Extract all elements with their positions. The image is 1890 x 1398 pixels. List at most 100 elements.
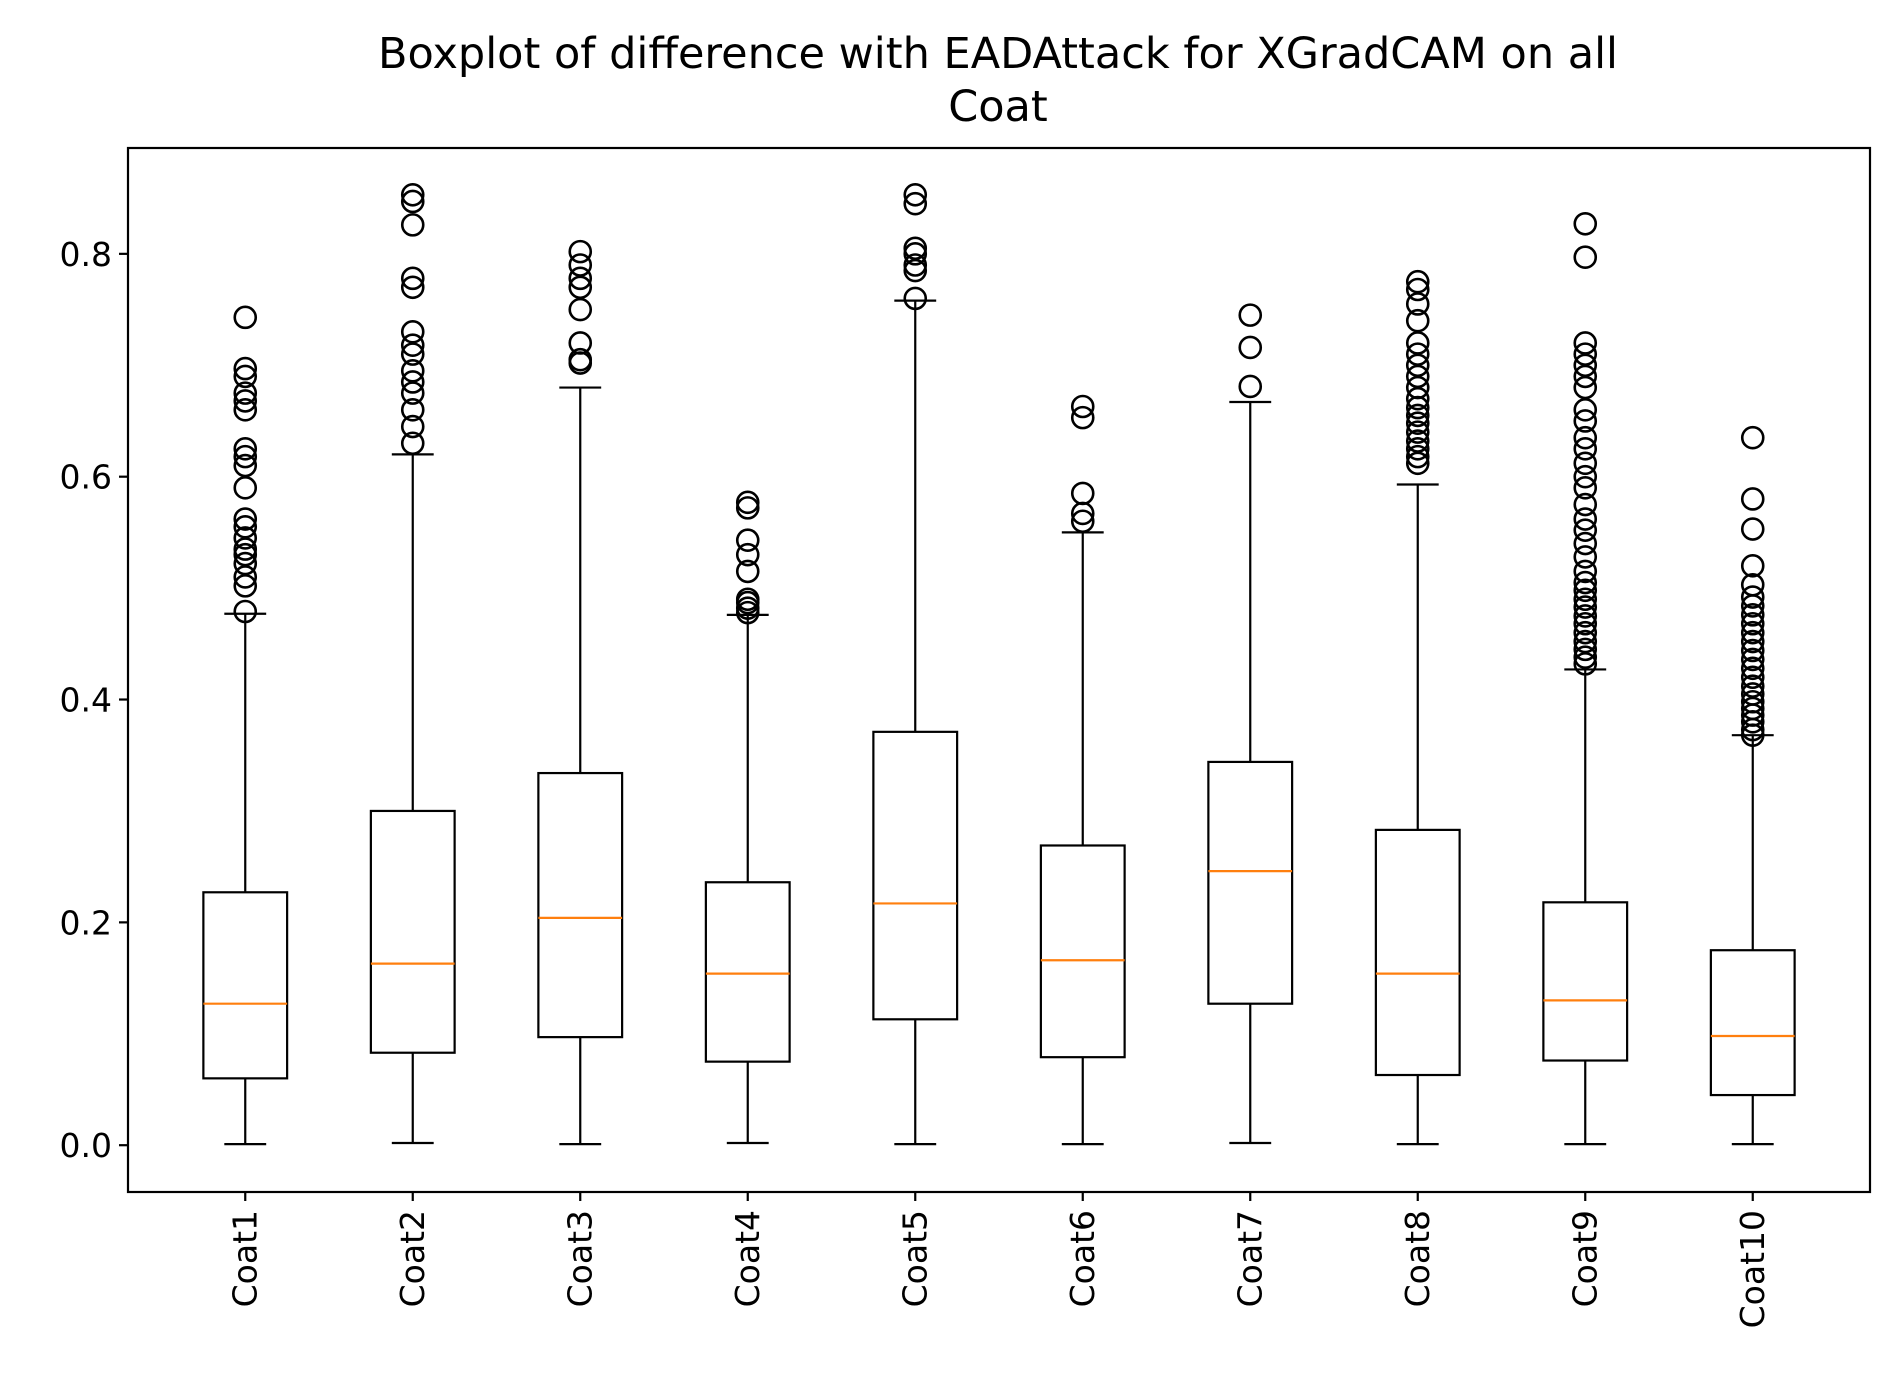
outlier-point [735, 496, 760, 520]
outlier-point [735, 542, 760, 567]
box-iqr [202, 891, 289, 1080]
outlier-point [1238, 303, 1263, 327]
outlier-point [1573, 409, 1598, 433]
outlier-point [233, 444, 258, 469]
x-tick-label: Coat2 [393, 1210, 432, 1307]
outlier-point [1573, 451, 1598, 476]
box-iqr [872, 730, 959, 1021]
outlier-point [1573, 595, 1598, 619]
x-tick-label: Coat4 [728, 1210, 767, 1307]
outlier-point [233, 381, 258, 405]
outlier-point [1573, 331, 1598, 355]
outlier-point [233, 507, 258, 531]
outlier-point [1238, 374, 1263, 399]
outlier-point [1405, 308, 1430, 333]
y-tick-label: 0.4 [60, 681, 112, 720]
outlier-point [1405, 429, 1430, 453]
outlier-point [1573, 507, 1598, 531]
outlier-point [568, 239, 593, 264]
outlier-point [1740, 656, 1765, 681]
chart-title-line-2: Coat [948, 82, 1048, 132]
box-group-coat1 [202, 305, 289, 1146]
outlier-point [903, 182, 928, 207]
outlier-point [1740, 674, 1765, 698]
outlier-point [1070, 405, 1095, 430]
outlier-point [400, 398, 425, 422]
chart-title-line-1: Boxplot of difference with EADAttack for… [378, 29, 1618, 79]
outlier-point [233, 542, 258, 567]
outlier-point [1573, 578, 1598, 603]
outlier-point [1573, 492, 1598, 517]
outlier-point [1405, 269, 1430, 294]
outlier-point [233, 551, 258, 576]
outlier-point [1070, 481, 1095, 506]
outlier-point [1573, 476, 1598, 500]
outlier-point [1573, 425, 1598, 450]
outlier-point [735, 587, 760, 612]
outlier-point [233, 437, 258, 461]
outlier-point [400, 414, 425, 439]
outlier-point [735, 559, 760, 584]
outlier-point [1740, 620, 1765, 645]
x-tick-label: Coat10 [1733, 1210, 1772, 1328]
outlier-point [400, 266, 425, 291]
x-tick-label: Coat9 [1565, 1210, 1604, 1307]
outlier-point [400, 275, 425, 300]
outlier-point [1740, 689, 1765, 714]
x-tick-label: Coat8 [1398, 1210, 1437, 1307]
outlier-point [1573, 545, 1598, 569]
outlier-point [233, 305, 258, 330]
outlier-point [735, 528, 760, 552]
outlier-point [1740, 425, 1765, 450]
outlier-point [1573, 559, 1598, 584]
outlier-point [233, 599, 258, 624]
x-axis: Coat1 Coat2 Coat3 Coat4 Coat5 Coat6 Coat7 Coat8… [225, 1192, 1772, 1328]
y-tick-label: 0.6 [60, 458, 112, 497]
box-group-coat2 [369, 182, 456, 1145]
outlier-point [1405, 411, 1430, 436]
box-iqr [1542, 901, 1629, 1062]
outlier-point [1070, 394, 1095, 419]
outlier-point [233, 398, 258, 422]
outlier-point [568, 266, 593, 291]
box-iqr [1207, 760, 1294, 1005]
y-tick-label: 0.8 [60, 235, 112, 274]
outlier-point [1740, 638, 1765, 663]
box-iqr [537, 771, 624, 1039]
box-group-coat6 [1039, 394, 1126, 1146]
outlier-point [1573, 629, 1598, 654]
outlier-point [735, 596, 760, 620]
y-tick-label: 0.2 [60, 903, 112, 942]
outlier-point [1740, 611, 1765, 636]
x-tick-label: Coat5 [895, 1210, 934, 1307]
outlier-point [1405, 277, 1430, 302]
outlier-point [400, 182, 425, 207]
outlier-point [1740, 629, 1765, 654]
outlier-point [1740, 665, 1765, 690]
y-axis: 0.0 0.2 0.4 0.6 0.8 [60, 235, 128, 1165]
outlier-point [568, 347, 593, 372]
outlier-point [400, 333, 425, 358]
box-group-coat7 [1207, 303, 1294, 1145]
outlier-point [903, 253, 928, 277]
outlier-point [568, 331, 593, 355]
x-tick-label: Coat3 [560, 1210, 599, 1307]
outlier-point [400, 213, 425, 237]
outlier-point [400, 189, 425, 214]
outlier-point [400, 431, 425, 456]
box-iqr [1709, 949, 1796, 1097]
outlier-point [1740, 517, 1765, 541]
outlier-point [1573, 611, 1598, 636]
outlier-point [1405, 444, 1430, 469]
outlier-point [233, 526, 258, 550]
box-iqr [1039, 844, 1126, 1059]
outlier-point [903, 242, 928, 266]
outlier-point [400, 359, 425, 383]
outlier-point [1573, 645, 1598, 669]
outlier-point [1740, 585, 1765, 609]
outlier-point [1405, 403, 1430, 428]
box-group-coat3 [537, 239, 624, 1146]
outlier-point [1573, 342, 1598, 366]
outlier-point [1740, 572, 1765, 597]
